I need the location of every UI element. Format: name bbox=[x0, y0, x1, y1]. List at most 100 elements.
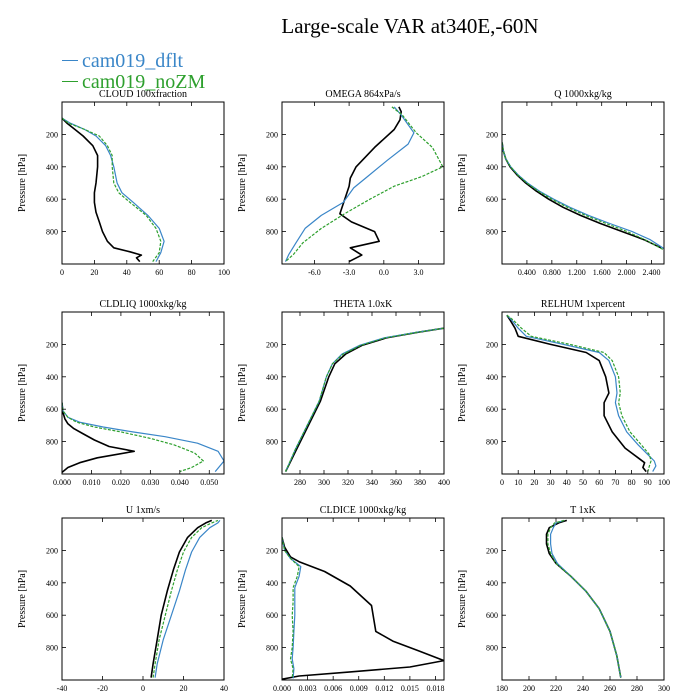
series-line-black bbox=[502, 142, 662, 249]
x-tick-label: 0 bbox=[500, 478, 504, 487]
series-line-cam019-nozm bbox=[285, 106, 444, 263]
y-tick-label: 800 bbox=[46, 644, 58, 653]
panel-title: CLOUD 100xfraction bbox=[99, 89, 187, 100]
x-tick-label: 380 bbox=[414, 478, 426, 487]
x-tick-label: 0.400 bbox=[518, 268, 536, 277]
x-tick-label: 10 bbox=[514, 478, 522, 487]
legend-entry-dflt: cam019_dflt bbox=[62, 50, 205, 71]
x-tick-label: 90 bbox=[644, 478, 652, 487]
x-tick-label: 60 bbox=[595, 478, 603, 487]
y-axis-label: Pressure [hPa] bbox=[457, 570, 468, 628]
legend-line-nozm bbox=[62, 81, 78, 82]
x-tick-label: 260 bbox=[604, 684, 616, 693]
x-tick-label: 0.030 bbox=[141, 478, 159, 487]
y-tick-label: 800 bbox=[266, 228, 278, 237]
x-tick-label: 0.012 bbox=[375, 684, 393, 693]
x-tick-label: 0.050 bbox=[200, 478, 218, 487]
x-tick-label: 360 bbox=[390, 478, 402, 487]
plot-frame bbox=[281, 311, 445, 475]
y-axis-label: Pressure [hPa] bbox=[237, 364, 248, 422]
x-tick-label: 0.020 bbox=[112, 478, 130, 487]
x-tick-label: 3.0 bbox=[414, 268, 424, 277]
x-tick-label: 1.200 bbox=[568, 268, 586, 277]
x-tick-label: 200 bbox=[523, 684, 535, 693]
plot-frame bbox=[501, 101, 665, 265]
chart-panel-5: RELHUM 1xpercent Pressure [hPa] 0 10 20 30 40 5… bbox=[457, 299, 670, 487]
chart-panel-1: OMEGA 864xPa/s Pressure [hPa] -6.0 -3.0 0.0 3… bbox=[237, 89, 445, 277]
x-tick-label: 400 bbox=[438, 478, 450, 487]
x-tick-label: 220 bbox=[550, 684, 562, 693]
x-tick-label: 0.018 bbox=[426, 684, 444, 693]
y-axis-label: Pressure [hPa] bbox=[457, 154, 468, 212]
y-tick-label: 600 bbox=[486, 195, 498, 204]
chart-panel-4: THETA 1.0xK Pressure [hPa] 280 300 320 340 360… bbox=[237, 299, 450, 487]
y-tick-label: 400 bbox=[486, 373, 498, 382]
series-line-cam019-nozm bbox=[506, 314, 652, 472]
y-axis-label: Pressure [hPa] bbox=[237, 570, 248, 628]
y-tick-label: 200 bbox=[486, 340, 498, 349]
series-line-black bbox=[150, 519, 213, 678]
plot-frame bbox=[281, 101, 445, 265]
x-tick-label: 0.000 bbox=[53, 478, 71, 487]
x-tick-label: 280 bbox=[294, 478, 306, 487]
series-line-cam019-dflt bbox=[62, 117, 165, 262]
chart-panel-3: CLDLIQ 1000xkg/kg Pressure [hPa] 0.000 0.01… bbox=[17, 299, 225, 487]
x-tick-label: 0.000 bbox=[273, 684, 291, 693]
series-line-black bbox=[506, 314, 647, 473]
series-line-cam019-nozm bbox=[152, 519, 219, 678]
y-axis-label: Pressure [hPa] bbox=[237, 154, 248, 212]
x-tick-label: 2.000 bbox=[618, 268, 636, 277]
y-tick-label: 600 bbox=[266, 195, 278, 204]
y-tick-label: 800 bbox=[266, 644, 278, 653]
x-tick-label: -6.0 bbox=[308, 268, 321, 277]
y-tick-label: 200 bbox=[486, 546, 498, 555]
x-tick-label: 300 bbox=[318, 478, 330, 487]
x-tick-label: 40 bbox=[563, 478, 571, 487]
plot-frame bbox=[281, 517, 445, 681]
y-axis-label: Pressure [hPa] bbox=[17, 154, 28, 212]
x-tick-label: 280 bbox=[631, 684, 643, 693]
series-line-cam019-nozm bbox=[282, 537, 300, 679]
y-axis-label: Pressure [hPa] bbox=[17, 570, 28, 628]
legend-label-dflt: cam019_dflt bbox=[82, 49, 184, 72]
x-tick-label: 0.009 bbox=[350, 684, 368, 693]
plot-frame bbox=[501, 517, 665, 681]
x-tick-label: 0.800 bbox=[543, 268, 561, 277]
x-tick-label: 40 bbox=[220, 684, 228, 693]
y-axis-label: Pressure [hPa] bbox=[457, 364, 468, 422]
x-tick-label: 20 bbox=[530, 478, 538, 487]
x-tick-label: 300 bbox=[658, 684, 670, 693]
y-tick-label: 200 bbox=[266, 546, 278, 555]
chart-panel-6: U 1xm/s Pressure [hPa] -40 -20 0 20 40 200 400 60… bbox=[17, 505, 228, 693]
x-tick-label: -40 bbox=[57, 684, 68, 693]
x-tick-label: 50 bbox=[579, 478, 587, 487]
series-line-cam019-nozm bbox=[62, 117, 162, 262]
y-tick-label: 400 bbox=[266, 373, 278, 382]
chart-panel-2: Q 1000xkg/kg Pressure [hPa] 0.400 0.800 1.20… bbox=[457, 89, 665, 277]
y-tick-label: 600 bbox=[486, 405, 498, 414]
series-line-black bbox=[284, 327, 444, 472]
y-tick-label: 800 bbox=[486, 644, 498, 653]
x-tick-label: 0.010 bbox=[82, 478, 100, 487]
chart-panel-0: CLOUD 100xfraction Pressure [hPa] 0 20 40 60 8… bbox=[17, 89, 230, 277]
y-tick-label: 200 bbox=[46, 340, 58, 349]
legend-label-nozm: cam019_noZM bbox=[82, 70, 206, 93]
series-line-cam019-nozm bbox=[62, 402, 204, 473]
y-tick-label: 400 bbox=[46, 163, 58, 172]
x-tick-label: 30 bbox=[547, 478, 555, 487]
y-tick-label: 400 bbox=[486, 579, 498, 588]
y-tick-label: 600 bbox=[266, 405, 278, 414]
panel-title: OMEGA 864xPa/s bbox=[325, 89, 400, 100]
legend: cam019_dflt cam019_noZM bbox=[62, 50, 205, 92]
y-tick-label: 200 bbox=[486, 130, 498, 139]
series-line-cam019-dflt bbox=[154, 520, 221, 678]
panel-title: THETA 1.0xK bbox=[334, 299, 393, 310]
y-tick-label: 200 bbox=[46, 130, 58, 139]
x-tick-label: 320 bbox=[342, 478, 354, 487]
series-line-cam019-nozm bbox=[502, 142, 664, 250]
plot-frame bbox=[61, 101, 225, 265]
x-tick-label: 0.006 bbox=[324, 684, 342, 693]
plot-frame bbox=[61, 311, 225, 475]
y-tick-label: 400 bbox=[486, 163, 498, 172]
